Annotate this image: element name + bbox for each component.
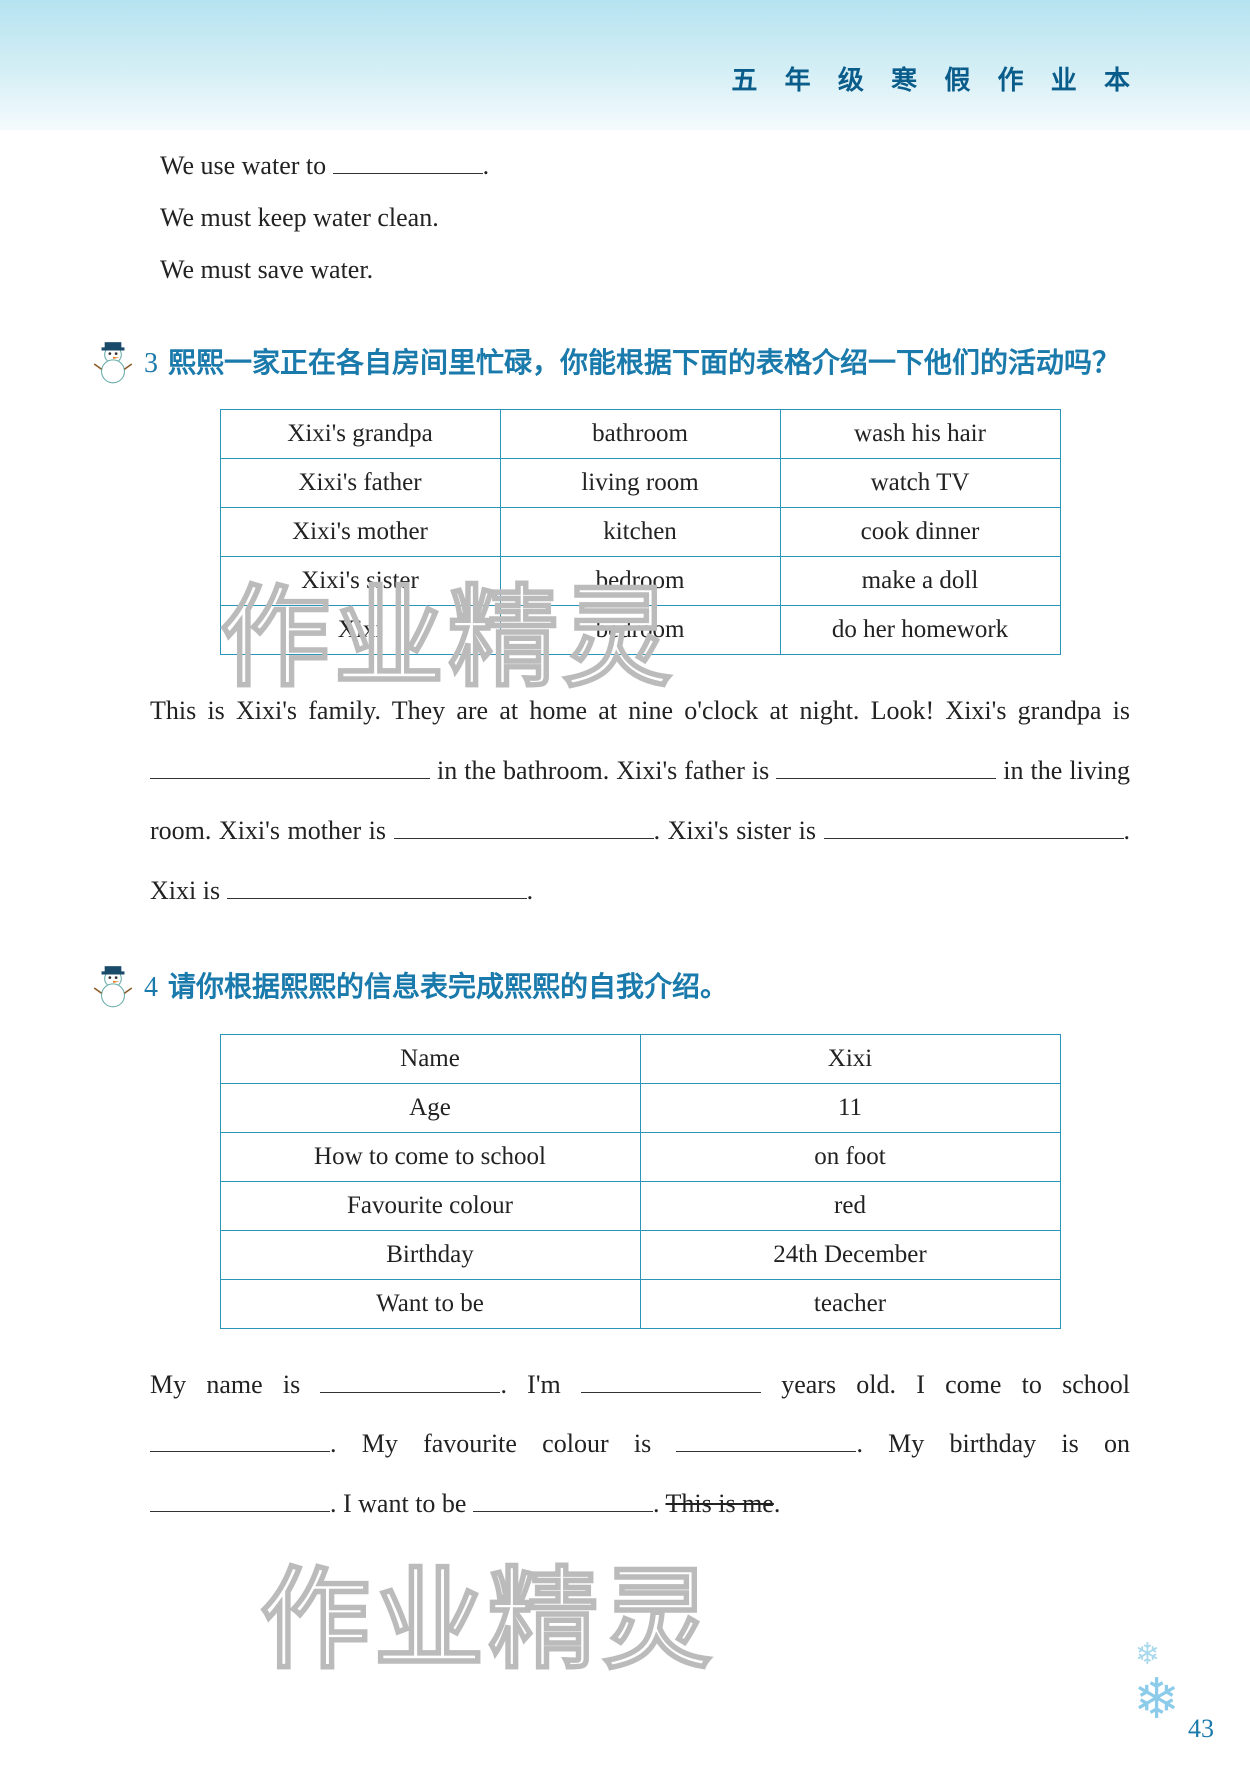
table-cell: Xixi — [220, 606, 500, 655]
table-cell: Name — [220, 1034, 640, 1083]
blank-field[interactable] — [150, 1484, 330, 1513]
footer-decor: ❄ ❄ — [1090, 1642, 1190, 1742]
text: . — [653, 1489, 666, 1518]
blank-field[interactable] — [473, 1484, 653, 1513]
table-cell: red — [640, 1181, 1060, 1230]
section-title-wrap: 4 请你根据熙熙的信息表完成熙熙的自我介绍。 — [148, 960, 728, 1013]
table-row: Birthday24th December — [220, 1230, 1060, 1279]
text: . My favourite colour is — [330, 1429, 676, 1458]
section-3-title: 熙熙一家正在各自房间里忙碌，你能根据下面的表格介绍一下他们的活动吗？ — [168, 347, 1120, 378]
table-row: NameXixi — [220, 1034, 1060, 1083]
text: . I want to be — [330, 1489, 473, 1518]
table-cell: make a doll — [780, 557, 1060, 606]
text: . Xixi's sister is — [654, 816, 824, 845]
text: . I'm — [500, 1370, 581, 1399]
text: . My birthday is on — [856, 1429, 1130, 1458]
strike-text: This is me — [666, 1489, 774, 1518]
section-4-table: NameXixiAge11How to come to schoolon foo… — [220, 1034, 1061, 1329]
section-title-wrap: 3 熙熙一家正在各自房间里忙碌，你能根据下面的表格介绍一下他们的活动吗？ — [148, 336, 1120, 389]
table-cell: Birthday — [220, 1230, 640, 1279]
blank-field[interactable] — [150, 750, 430, 779]
table-cell: 11 — [640, 1083, 1060, 1132]
blank-field[interactable] — [776, 750, 996, 779]
table-cell: cook dinner — [780, 508, 1060, 557]
snowflake-icon: ❄ — [1133, 1667, 1180, 1732]
section-3-number: 3 — [144, 348, 158, 379]
blank-field[interactable] — [581, 1364, 761, 1393]
table-row: Xixi's motherkitchencook dinner — [220, 508, 1060, 557]
text: We use water to — [160, 151, 333, 180]
page-content: We use water to . We must keep water cle… — [0, 130, 1250, 1534]
intro-line-1: We use water to . — [160, 140, 1130, 192]
table-cell: Xixi's father — [220, 459, 500, 508]
table-cell: Xixi's sister — [220, 557, 500, 606]
table-cell: teacher — [640, 1279, 1060, 1328]
table-cell: bedroom — [500, 606, 780, 655]
table-row: Want to beteacher — [220, 1279, 1060, 1328]
blank-field[interactable] — [227, 870, 527, 899]
table-row: Xixi's fatherliving roomwatch TV — [220, 459, 1060, 508]
section-4-number: 4 — [144, 972, 158, 1003]
table-cell: bedroom — [500, 557, 780, 606]
table-row: Xixi's sisterbedroommake a doll — [220, 557, 1060, 606]
table-cell: living room — [500, 459, 780, 508]
table-row: Xixi's grandpabathroomwash his hair — [220, 410, 1060, 459]
text: This is Xixi's family. They are at home … — [150, 696, 1130, 725]
text: . — [527, 876, 534, 905]
section-3-header: 3 熙熙一家正在各自房间里忙碌，你能根据下面的表格介绍一下他们的活动吗？ — [150, 336, 1130, 389]
table-row: Favourite colourred — [220, 1181, 1060, 1230]
text: . — [483, 151, 490, 180]
table-row: Age11 — [220, 1083, 1060, 1132]
table-cell: Age — [220, 1083, 640, 1132]
snowman-icon — [92, 962, 134, 1012]
section-4-paragraph: My name is . I'm years old. I come to sc… — [150, 1355, 1130, 1534]
intro-line-3: We must save water. — [160, 244, 1130, 296]
blank-field[interactable] — [676, 1424, 856, 1453]
table-row: How to come to schoolon foot — [220, 1132, 1060, 1181]
intro-line-2: We must keep water clean. — [160, 192, 1130, 244]
section-3-table: Xixi's grandpabathroomwash his hairXixi'… — [220, 409, 1061, 655]
table-cell: Xixi — [640, 1034, 1060, 1083]
intro-block: We use water to . We must keep water cle… — [150, 140, 1130, 296]
blank-field[interactable] — [333, 145, 483, 174]
watermark: 作业精灵 — [260, 1530, 716, 1690]
page-number: 43 — [1188, 1714, 1214, 1744]
text: in the bathroom. Xixi's father is — [430, 756, 776, 785]
section-4-header: 4 请你根据熙熙的信息表完成熙熙的自我介绍。 — [150, 960, 1130, 1013]
blank-field[interactable] — [150, 1424, 330, 1453]
table-cell: kitchen — [500, 508, 780, 557]
header-title: 五 年 级 寒 假 作 业 本 — [731, 60, 1140, 97]
table-cell: How to come to school — [220, 1132, 640, 1181]
section-4-title: 请你根据熙熙的信息表完成熙熙的自我介绍。 — [168, 971, 728, 1002]
table-cell: Want to be — [220, 1279, 640, 1328]
table-row: Xixibedroomdo her homework — [220, 606, 1060, 655]
table-cell: 24th December — [640, 1230, 1060, 1279]
section-3-paragraph: This is Xixi's family. They are at home … — [150, 681, 1130, 920]
blank-field[interactable] — [394, 810, 654, 839]
table-cell: Favourite colour — [220, 1181, 640, 1230]
table-cell: Xixi's mother — [220, 508, 500, 557]
header-banner: 五 年 级 寒 假 作 业 本 — [0, 0, 1250, 130]
table-cell: Xixi's grandpa — [220, 410, 500, 459]
table-cell: do her homework — [780, 606, 1060, 655]
section-4: 4 请你根据熙熙的信息表完成熙熙的自我介绍。 NameXixiAge11How … — [150, 960, 1130, 1534]
table-cell: watch TV — [780, 459, 1060, 508]
text: years old. I come to school — [761, 1370, 1130, 1399]
blank-field[interactable] — [320, 1364, 500, 1393]
snowman-icon — [92, 338, 134, 388]
table-cell: on foot — [640, 1132, 1060, 1181]
blank-field[interactable] — [824, 810, 1124, 839]
table-cell: bathroom — [500, 410, 780, 459]
text: My name is — [150, 1370, 320, 1399]
table-cell: wash his hair — [780, 410, 1060, 459]
text: . — [774, 1489, 781, 1518]
section-3: 3 熙熙一家正在各自房间里忙碌，你能根据下面的表格介绍一下他们的活动吗？ Xix… — [150, 336, 1130, 920]
